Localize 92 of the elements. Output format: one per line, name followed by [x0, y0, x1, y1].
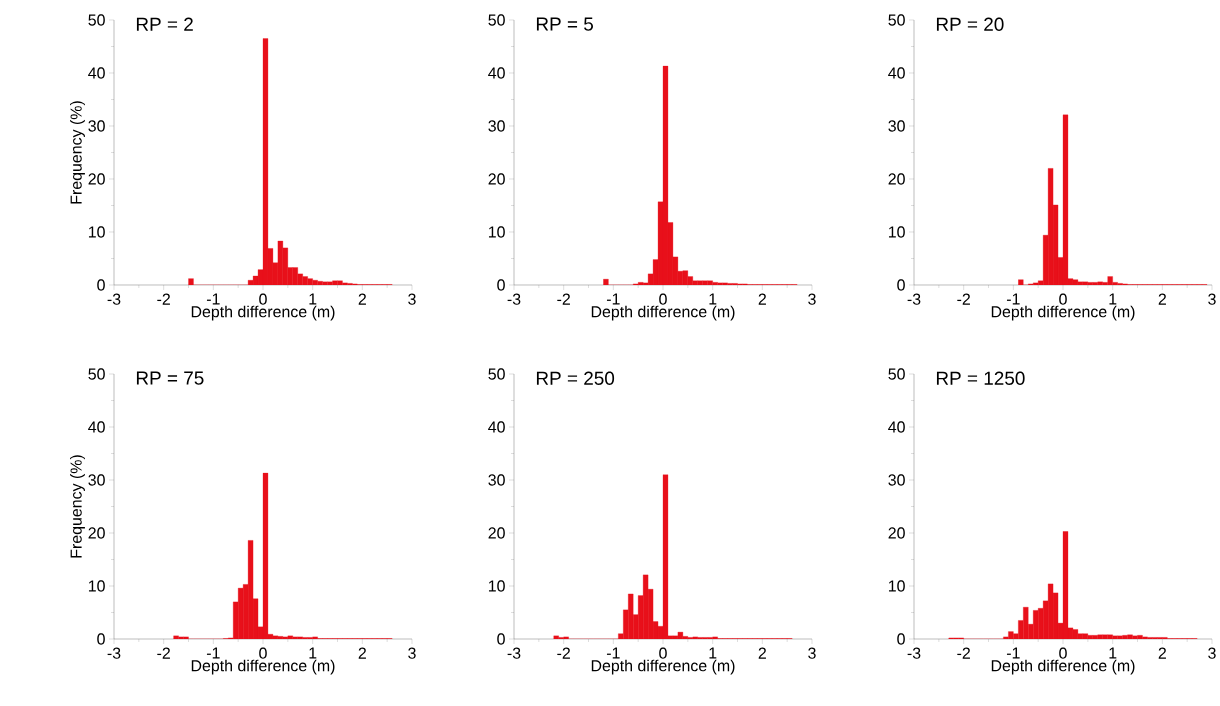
x-tick-label: 3: [808, 293, 816, 305]
x-axis-title: Depth difference (m): [991, 659, 1135, 675]
y-tick-label: 20: [488, 527, 505, 539]
x-tick-label: 3: [1208, 647, 1216, 659]
x-tick-label: -1: [606, 647, 620, 659]
x-axis-title: Depth difference (m): [191, 305, 335, 321]
x-tick-label: 3: [408, 293, 416, 305]
y-tick-label: 0: [897, 279, 905, 291]
y-tick-label: 40: [88, 67, 105, 79]
chart-title: RP = 75: [136, 371, 204, 385]
x-tick-label: 0: [659, 293, 667, 305]
x-tick-label: 3: [408, 647, 416, 659]
x-tick-label: -1: [1006, 647, 1020, 659]
x-tick-label: 1: [309, 293, 317, 305]
x-tick-label: -2: [557, 293, 570, 305]
y-tick-label: 10: [488, 226, 505, 238]
x-tick-label: 2: [358, 647, 366, 659]
y-tick-label: 10: [88, 580, 105, 592]
y-tick-label: 40: [888, 421, 905, 433]
x-tick-label: 1: [1109, 293, 1117, 305]
x-tick-label: -3: [107, 293, 121, 305]
x-axis-title: Depth difference (m): [591, 659, 735, 675]
x-tick-label: -3: [107, 647, 121, 659]
y-tick-label: 20: [88, 173, 105, 185]
x-tick-label: -2: [957, 647, 970, 659]
x-axis-title: Depth difference (m): [191, 659, 335, 675]
x-tick-label: -3: [907, 647, 921, 659]
y-tick-label: 30: [88, 474, 105, 486]
y-tick-label: 0: [497, 279, 505, 291]
x-tick-label: -1: [206, 293, 220, 305]
y-tick-label: 50: [88, 368, 105, 380]
y-tick-label: 20: [88, 527, 105, 539]
y-tick-label: 50: [488, 368, 505, 380]
y-tick-label: 40: [488, 421, 505, 433]
x-tick-label: 2: [758, 293, 766, 305]
y-tick-label: 10: [888, 580, 905, 592]
x-tick-label: -2: [157, 293, 170, 305]
y-tick-label: 0: [497, 633, 505, 645]
y-tick-label: 30: [488, 474, 505, 486]
x-tick-label: 1: [709, 647, 717, 659]
x-axis-title: Depth difference (m): [991, 305, 1135, 321]
y-tick-label: 40: [488, 67, 505, 79]
y-tick-label: 50: [88, 14, 105, 26]
y-tick-label: 0: [97, 633, 105, 645]
y-axis-title: Frequency (%): [70, 455, 85, 558]
y-tick-label: 30: [888, 120, 905, 132]
y-tick-label: 40: [88, 421, 105, 433]
x-tick-label: 1: [709, 293, 717, 305]
x-tick-label: -3: [907, 293, 921, 305]
x-tick-label: -1: [1006, 293, 1020, 305]
chart-title: RP = 20: [936, 17, 1004, 31]
y-tick-label: 50: [888, 14, 905, 26]
x-tick-label: -1: [606, 293, 620, 305]
x-tick-label: 2: [358, 293, 366, 305]
x-tick-label: 2: [758, 647, 766, 659]
chart-title: RP = 1250: [936, 371, 1025, 385]
y-tick-label: 10: [488, 580, 505, 592]
y-axis-title: Frequency (%): [70, 101, 85, 204]
y-tick-label: 50: [888, 368, 905, 380]
y-tick-label: 20: [488, 173, 505, 185]
y-tick-label: 50: [488, 14, 505, 26]
chart-title: RP = 2: [136, 17, 193, 31]
y-tick-label: 0: [97, 279, 105, 291]
x-tick-label: 1: [309, 647, 317, 659]
x-tick-label: -3: [507, 647, 521, 659]
x-axis-title: Depth difference (m): [591, 305, 735, 321]
x-tick-label: 0: [259, 293, 267, 305]
x-tick-label: 2: [1158, 293, 1166, 305]
y-tick-label: 30: [88, 120, 105, 132]
x-tick-label: 3: [808, 647, 816, 659]
x-tick-label: 2: [1158, 647, 1166, 659]
x-tick-label: -1: [206, 647, 220, 659]
x-tick-label: 0: [1059, 293, 1067, 305]
x-tick-label: 0: [259, 647, 267, 659]
x-tick-label: -3: [507, 293, 521, 305]
x-tick-label: 1: [1109, 647, 1117, 659]
y-tick-label: 20: [888, 173, 905, 185]
y-tick-label: 10: [88, 226, 105, 238]
y-tick-label: 20: [888, 527, 905, 539]
y-tick-label: 10: [888, 226, 905, 238]
x-tick-label: 3: [1208, 293, 1216, 305]
x-tick-label: -2: [957, 293, 970, 305]
chart-title: RP = 250: [536, 371, 615, 385]
x-tick-label: -2: [557, 647, 570, 659]
x-tick-label: 0: [659, 647, 667, 659]
y-tick-label: 40: [888, 67, 905, 79]
y-tick-label: 30: [488, 120, 505, 132]
x-tick-label: -2: [157, 647, 170, 659]
x-tick-label: 0: [1059, 647, 1067, 659]
y-tick-label: 30: [888, 474, 905, 486]
chart-title: RP = 5: [536, 17, 593, 31]
y-tick-label: 0: [897, 633, 905, 645]
